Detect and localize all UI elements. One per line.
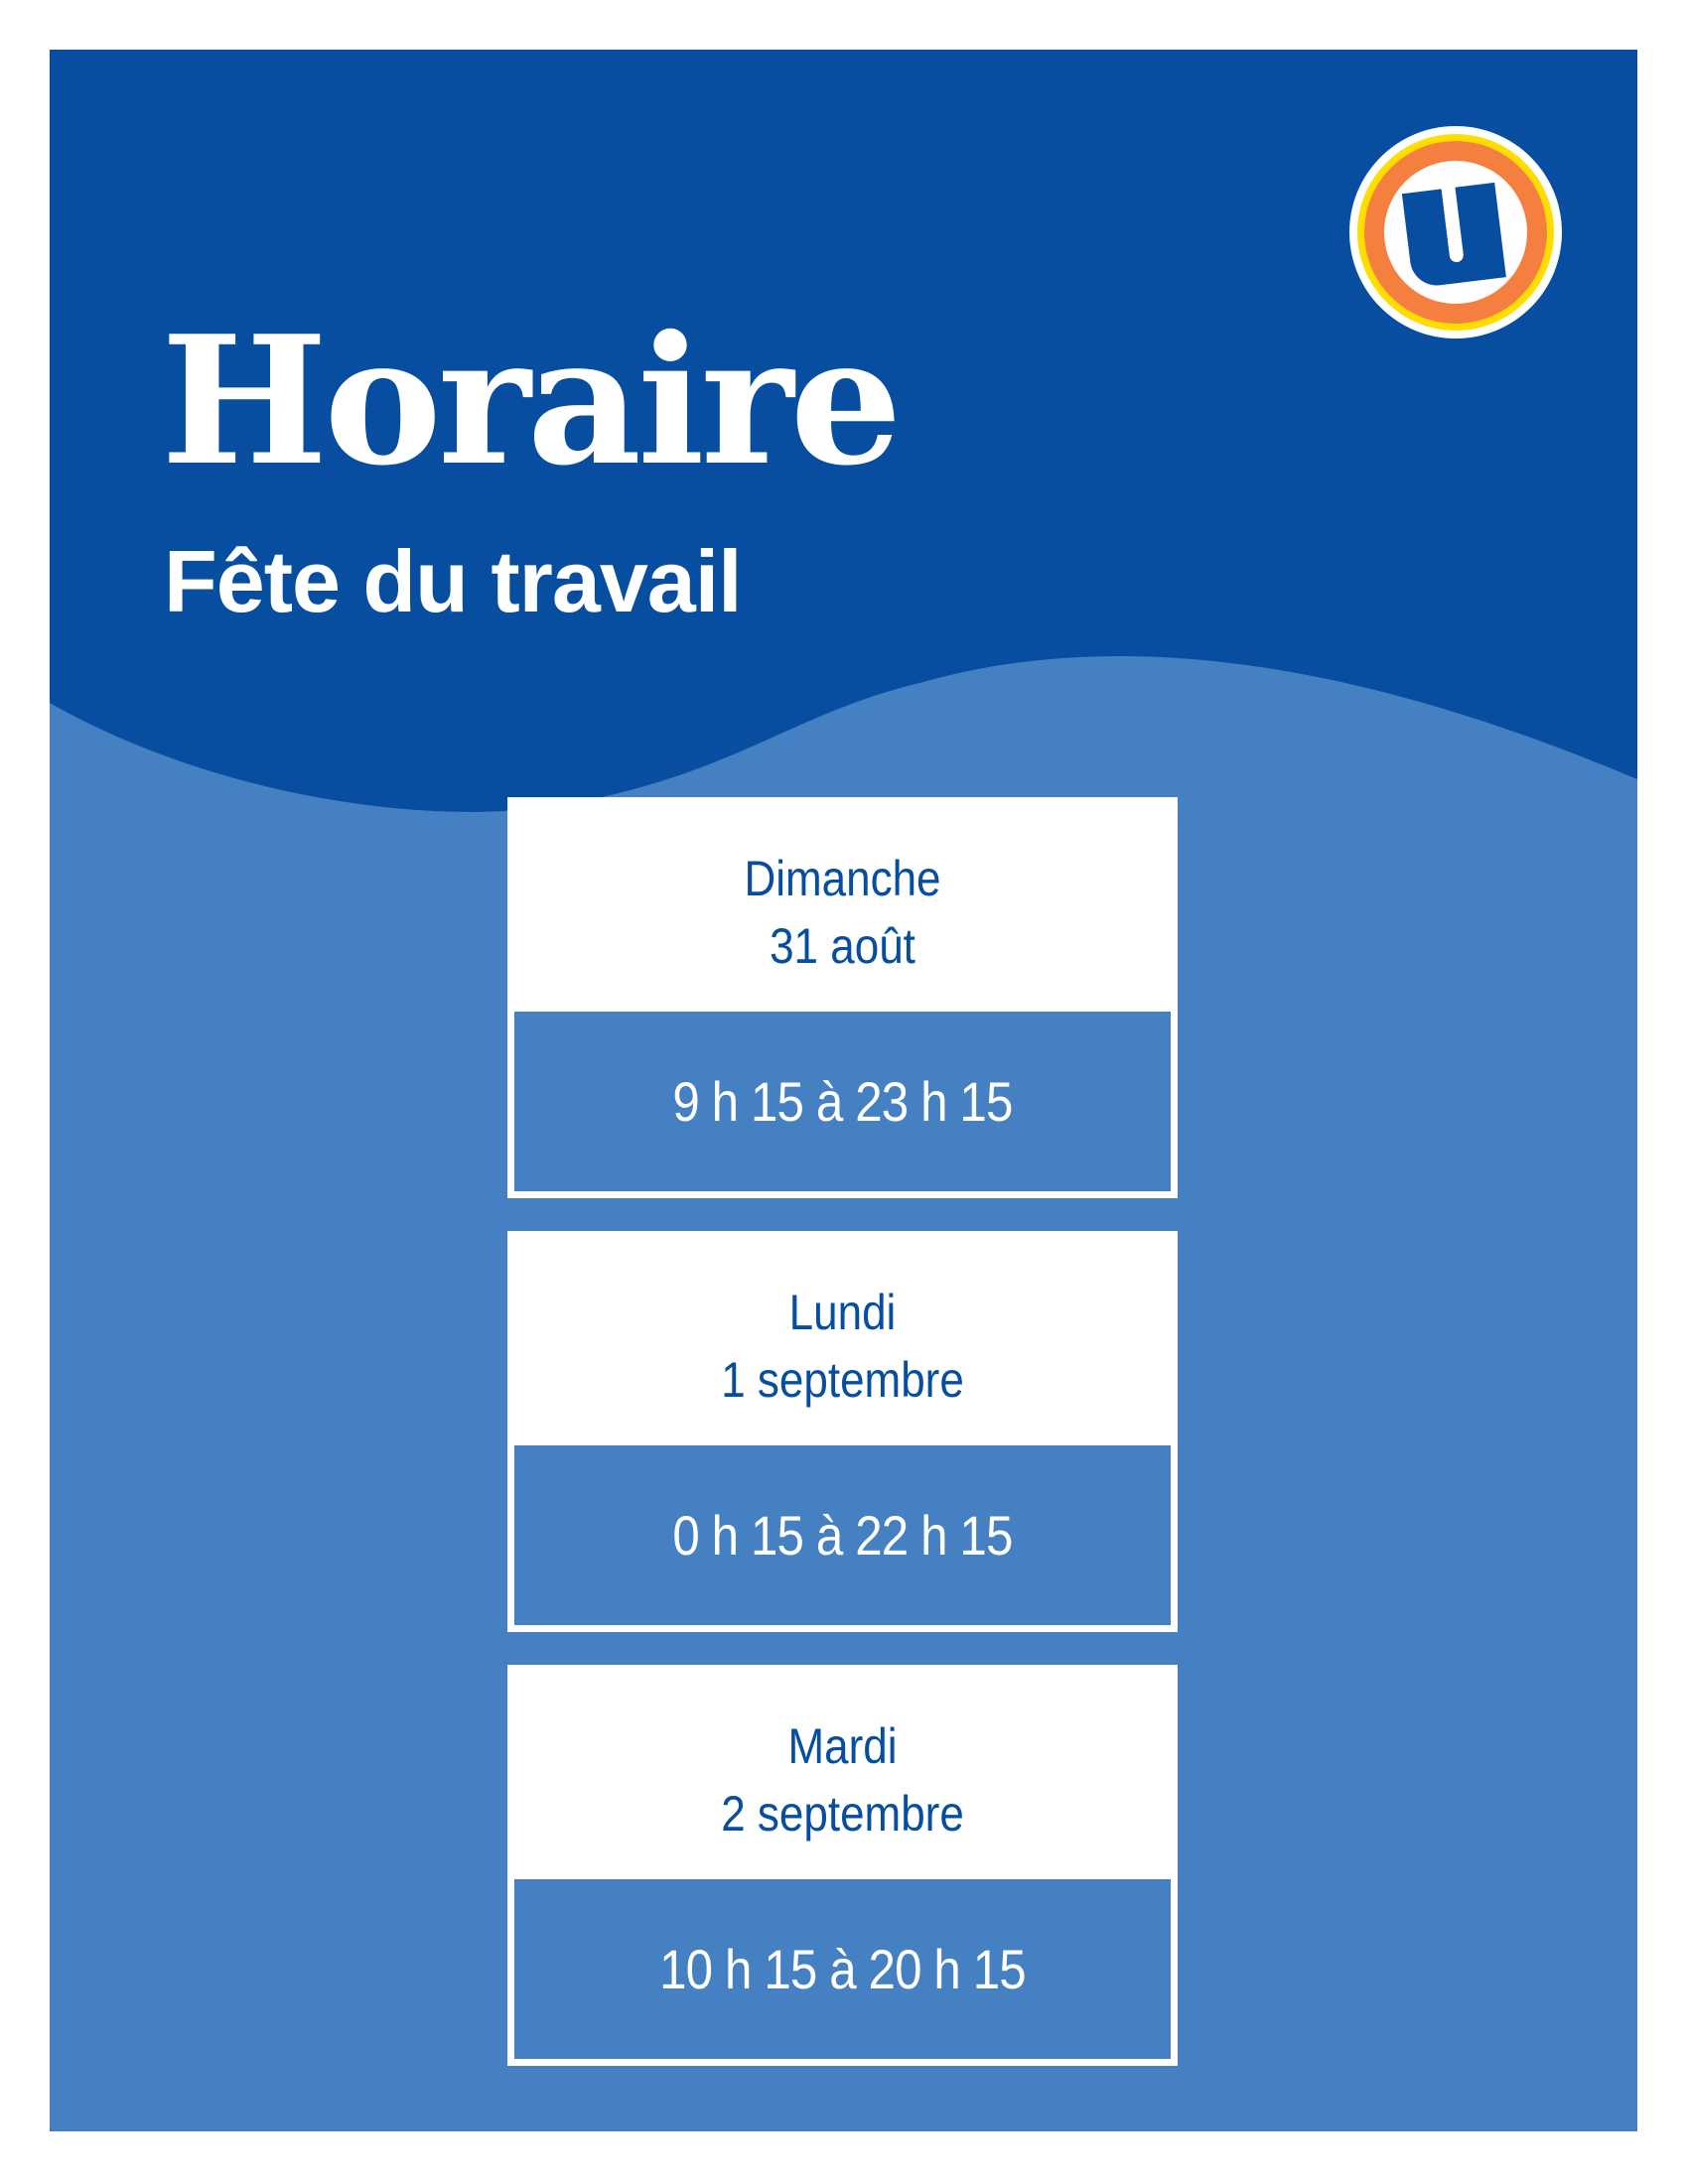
schedule-card-monday: Lundi 1 septembre 0 h 15 à 22 h 15 [507, 1231, 1178, 1632]
day-date: 2 septembre [721, 1786, 964, 1842]
day-name: Dimanche [744, 851, 941, 906]
schedule-card-sunday: Dimanche 31 août 9 h 15 à 23 h 15 [507, 797, 1178, 1198]
schedule-card-tuesday: Mardi 2 septembre 10 h 15 à 20 h 15 [507, 1665, 1178, 2066]
hours-box: 0 h 15 à 22 h 15 [514, 1445, 1171, 1625]
page-subtitle: Fête du travail [164, 532, 743, 630]
hours-box: 9 h 15 à 23 h 15 [514, 1012, 1171, 1191]
page-title: Horaire [161, 297, 903, 504]
day-name: Mardi [787, 1718, 898, 1774]
day-date: 31 août [770, 918, 915, 974]
day-name: Lundi [788, 1285, 897, 1340]
hours-text: 0 h 15 à 22 h 15 [672, 1504, 1013, 1567]
day-label: Mardi 2 septembre [548, 1712, 1138, 1847]
hours-text: 9 h 15 à 23 h 15 [672, 1070, 1013, 1133]
day-date: 1 septembre [721, 1352, 964, 1408]
hours-box: 10 h 15 à 20 h 15 [514, 1879, 1171, 2059]
poster-panel: Horaire Fête du travail Dimanche 31 août… [50, 50, 1637, 2131]
day-label: Dimanche 31 août [548, 845, 1138, 980]
hours-text: 10 h 15 à 20 h 15 [659, 1938, 1027, 2000]
day-label: Lundi 1 septembre [548, 1279, 1138, 1414]
store-logo [1349, 126, 1562, 339]
header-wave-background [50, 50, 1637, 812]
